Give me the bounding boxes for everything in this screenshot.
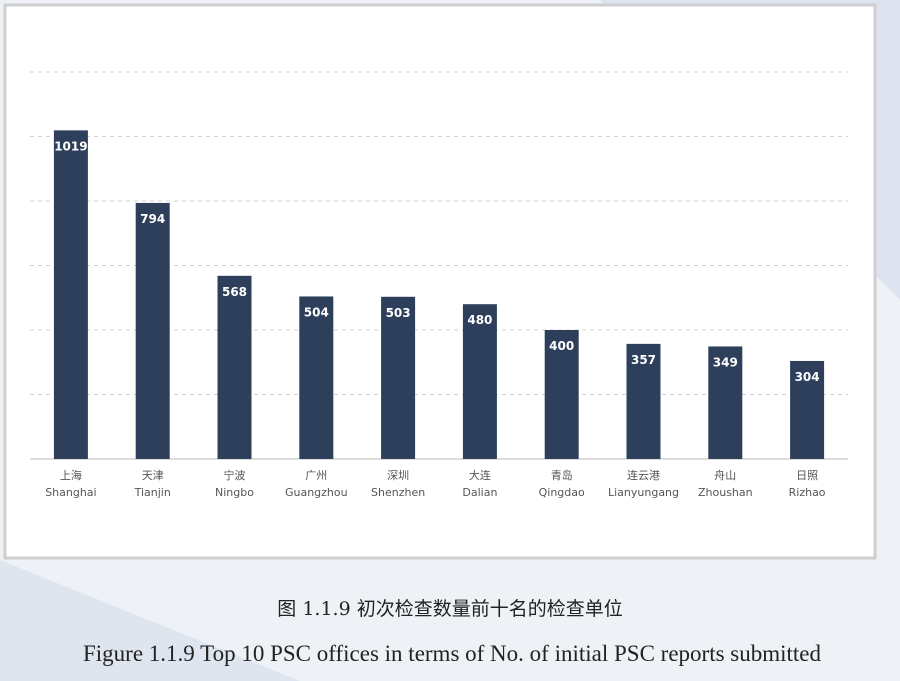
caption-cn: 图 1.1.9 初次检查数量前十名的检查单位	[277, 598, 622, 620]
x-tick-label: 舟山	[714, 468, 736, 482]
bar	[53, 130, 88, 459]
x-tick-label-en: Ningbo	[215, 486, 254, 499]
x-tick-label: 日照	[796, 469, 818, 482]
x-tick-label: 青岛	[551, 468, 573, 482]
bar	[381, 296, 416, 459]
chart-frame	[3, 3, 877, 560]
bar	[790, 360, 825, 459]
bar	[708, 346, 743, 459]
x-tick-label: 宁波	[224, 468, 246, 482]
x-tick-label-en: Tianjin	[134, 486, 171, 499]
caption-en: Figure 1.1.9 Top 10 PSC offices in terms…	[83, 641, 821, 666]
value-label: 304	[795, 370, 820, 384]
bar	[217, 275, 252, 459]
x-tick-label-en: Dalian	[462, 486, 497, 499]
x-tick-label: 上海	[60, 468, 82, 482]
x-tick-label: 大连	[469, 468, 491, 482]
value-label: 794	[140, 212, 165, 226]
value-label: 480	[467, 313, 492, 327]
x-tick-label: 深圳	[387, 469, 409, 482]
value-label: 1019	[54, 139, 87, 153]
x-tick-label-en: Guangzhou	[285, 486, 348, 499]
value-label: 503	[386, 306, 411, 320]
x-tick-label-en: Qingdao	[539, 486, 585, 499]
value-label: 357	[631, 353, 656, 367]
bar	[626, 343, 661, 459]
bar	[299, 296, 334, 459]
value-label: 504	[304, 305, 329, 319]
x-tick-label-en: Shanghai	[45, 486, 96, 499]
bar	[462, 304, 497, 459]
x-tick-label-en: Zhoushan	[698, 486, 753, 499]
value-label: 400	[549, 339, 574, 353]
bar	[544, 330, 579, 459]
background-shape	[0, 560, 300, 681]
x-tick-label: 广州	[305, 469, 327, 482]
x-tick-label: 连云港	[627, 469, 660, 482]
value-label: 349	[713, 355, 738, 369]
bar	[135, 202, 170, 459]
x-tick-label-en: Lianyungang	[608, 486, 679, 499]
x-tick-label: 天津	[142, 469, 164, 482]
x-tick-label-en: Rizhao	[789, 486, 826, 499]
x-tick-label-en: Shenzhen	[371, 486, 425, 499]
value-label: 568	[222, 285, 247, 299]
